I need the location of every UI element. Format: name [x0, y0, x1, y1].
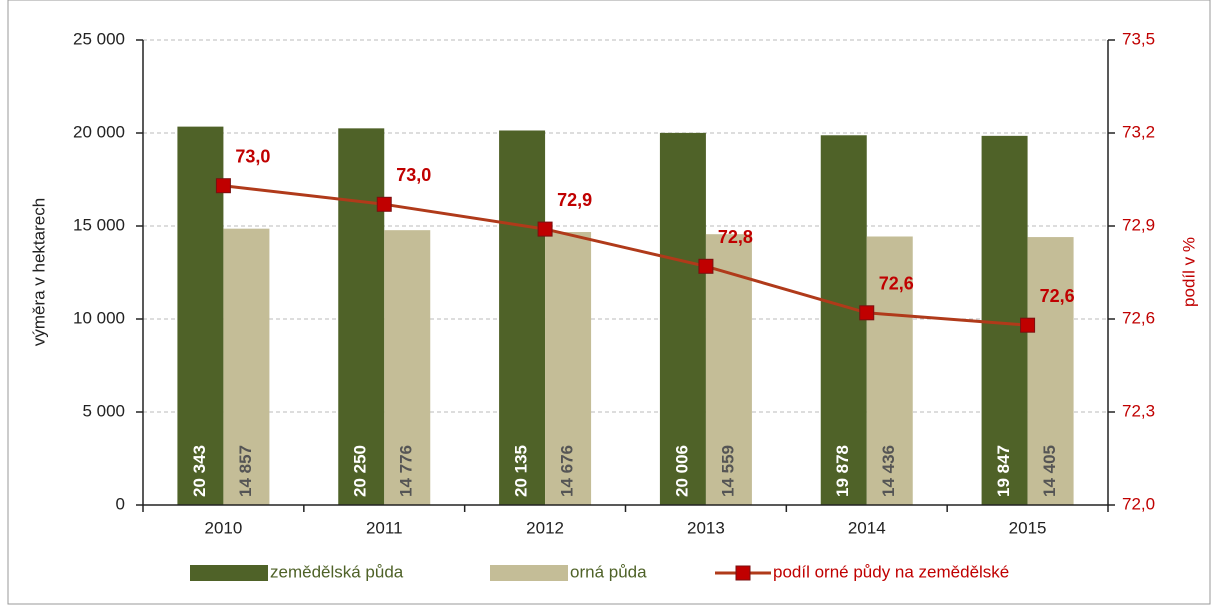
line-marker: [215, 178, 231, 194]
bar-value-label: 14 559: [718, 445, 737, 497]
bar-value-label: 19 878: [833, 445, 852, 497]
line: [223, 184, 1028, 327]
x-tick-label: 2014: [848, 518, 886, 537]
line-value-label: 73,0: [235, 146, 270, 166]
bar: [499, 130, 546, 505]
bar: [659, 132, 706, 505]
bar: [705, 234, 752, 505]
bar: [1027, 237, 1074, 505]
bar-value-label: 20 250: [351, 445, 370, 497]
bar: [338, 128, 385, 505]
bar-value-label: 20 135: [512, 445, 531, 497]
bar-value-label: 14 405: [1040, 445, 1059, 497]
line-marker: [376, 196, 392, 212]
y-tick-label: 25 000: [73, 29, 125, 48]
y2-tick-label: 73,5: [1122, 29, 1155, 48]
bar: [820, 135, 867, 505]
line-marker: [859, 305, 875, 321]
bar: [384, 230, 431, 506]
line-value-label: 72,6: [879, 274, 914, 294]
line-value-label: 73,0: [396, 165, 431, 185]
y-tick-label: 0: [116, 494, 125, 513]
bar-value-label: 14 436: [879, 445, 898, 497]
x-tick-label: 2010: [205, 518, 243, 537]
x-tick-label: 2012: [526, 518, 564, 537]
bar-value-label: 14 857: [236, 445, 255, 497]
bar-value-label: 20 343: [190, 445, 209, 497]
bar: [223, 228, 270, 506]
line-marker: [537, 221, 553, 237]
bar-value-label: 14 676: [558, 445, 577, 497]
bar-value-label: 20 006: [672, 445, 691, 497]
x-tick-label: 2013: [687, 518, 725, 537]
line-value-label: 72,8: [718, 227, 753, 247]
legend-label: podíl orné půdy na zemědělské: [773, 562, 1009, 581]
legend-label: orná půda: [570, 562, 647, 581]
legend-swatch: [490, 565, 568, 581]
x-tick-label: 2011: [366, 518, 403, 537]
bar: [545, 232, 592, 505]
y2-tick-label: 72,9: [1122, 215, 1155, 234]
y2-tick-label: 73,2: [1122, 122, 1155, 141]
y2-tick-label: 72,0: [1122, 494, 1155, 513]
y-tick-label: 15 000: [73, 215, 125, 234]
x-tick-label: 2015: [1009, 518, 1047, 537]
bar-value-label: 19 847: [994, 445, 1013, 497]
bar: [981, 135, 1028, 505]
legend-label: zemědělská půda: [270, 562, 404, 581]
bar: [177, 126, 224, 505]
bar-value-label: 14 776: [397, 445, 416, 497]
y-tick-label: 10 000: [73, 308, 125, 327]
legend-marker: [735, 565, 751, 581]
chart-frame: [7, 0, 1211, 605]
line-marker: [1020, 317, 1036, 333]
bar: [866, 236, 913, 505]
y-tick-label: 5 000: [82, 401, 125, 420]
line-value-label: 72,6: [1040, 286, 1075, 306]
y2-tick-label: 72,3: [1122, 401, 1155, 420]
legend-swatch: [190, 565, 268, 581]
y2-tick-label: 72,6: [1122, 308, 1155, 327]
line-marker: [698, 258, 714, 274]
line-value-label: 72,9: [557, 190, 592, 210]
y-axis-label: výměra v hektarech: [29, 198, 48, 346]
y2-axis-label: podíl v %: [1179, 237, 1198, 307]
y-tick-label: 20 000: [73, 122, 125, 141]
